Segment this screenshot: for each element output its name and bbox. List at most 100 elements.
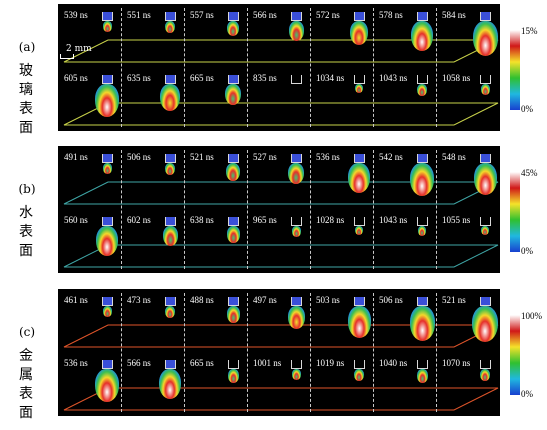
droplet-intensity [227,21,239,36]
frame-divider [121,8,122,127]
caption-char: 表 [19,386,33,402]
droplet-intensity [288,21,304,41]
droplet-intensity [165,306,175,318]
nozzle-icon [102,217,113,226]
frame-divider [247,150,248,269]
colorbar [510,315,520,395]
droplet-intensity [410,163,434,196]
image-panel-1: 539 ns 551 ns 557 ns 566 ns 572 ns 578 ns 584 … [58,4,500,131]
colorbar [510,30,520,110]
frame-time-label: 602 ns [127,215,151,225]
frame-time-label: 835 ns [253,73,277,83]
caption-char: 面 [19,120,33,136]
droplet-intensity [226,163,240,181]
frame-time-label: 542 ns [379,152,403,162]
caption-char: 金 [19,348,33,364]
frame-time-label: 1034 ns [316,73,345,83]
droplet-intensity [102,306,112,317]
caption-char: 表 [19,224,33,240]
droplet-intensity [417,226,427,236]
frame-time-label: 497 ns [253,295,277,305]
droplet-intensity [160,84,180,111]
nozzle-icon [291,297,302,306]
frame-time-label: 572 ns [316,10,340,20]
droplet-intensity [225,84,241,105]
nozzle-icon [291,360,302,369]
frame-time-label: 557 ns [190,10,214,20]
nozzle-icon [102,297,113,306]
droplet-intensity [480,84,490,95]
frame-divider [436,150,437,269]
frame-divider [184,8,185,127]
nozzle-icon [165,217,176,226]
droplet-intensity [291,226,301,237]
colorbar-min-label: 0% [521,104,533,114]
droplet-intensity [291,369,301,380]
frame-time-label: 506 ns [127,152,151,162]
droplet-intensity [348,163,370,193]
nozzle-icon [354,297,365,306]
droplet-intensity [226,306,240,323]
frame-time-label: 638 ns [190,215,214,225]
frame-divider [436,293,437,412]
nozzle-icon [291,154,302,163]
frame-divider [184,293,185,412]
nozzle-icon [417,297,428,306]
nozzle-icon [417,360,428,369]
nozzle-icon [417,217,428,226]
droplet-intensity [473,163,497,195]
panel-label: (c) [18,325,36,339]
nozzle-icon [228,217,239,226]
droplet-intensity [409,306,435,341]
droplet-intensity [411,21,433,51]
frame-divider [247,8,248,127]
colorbar-max-label: 15% [521,26,538,36]
colorbar-min-label: 0% [521,246,533,256]
nozzle-icon [480,154,491,163]
frame-divider [310,150,311,269]
nozzle-icon [228,154,239,163]
droplet-intensity [165,163,175,175]
droplet-intensity [165,21,175,33]
nozzle-icon [102,12,113,21]
surface-planes [63,324,499,411]
frame-time-label: 1058 ns [442,73,471,83]
nozzle-icon [480,12,491,21]
caption-char: 面 [19,405,33,421]
frame-time-label: 521 ns [190,152,214,162]
droplet-intensity [159,369,181,399]
frame-time-label: 1070 ns [442,358,471,368]
frame-time-label: 503 ns [316,295,340,305]
scale-bar-label: 2 mm [66,44,92,54]
nozzle-icon [354,154,365,163]
panel-label: (a) [18,40,36,54]
frame-time-label: 605 ns [64,73,88,83]
droplet-intensity [417,84,427,96]
nozzle-icon [165,75,176,84]
frame-time-label: 965 ns [253,215,277,225]
frame-time-label: 548 ns [442,152,466,162]
nozzle-icon [102,75,113,84]
droplet-intensity [355,226,363,235]
nozzle-icon [354,217,365,226]
nozzle-icon [354,360,365,369]
frame-time-label: 1019 ns [316,358,345,368]
surface-plane-row-2 [63,244,499,268]
image-panel-3: 461 ns 473 ns 488 ns 497 ns 503 ns 506 ns 521 … [58,289,500,416]
frame-time-label: 1055 ns [442,215,471,225]
frame-time-label: 539 ns [64,10,88,20]
nozzle-icon [165,154,176,163]
nozzle-icon [102,360,113,369]
frame-time-label: 551 ns [127,10,151,20]
frame-time-label: 665 ns [190,73,214,83]
nozzle-icon [480,75,491,84]
frame-time-label: 1043 ns [379,215,408,225]
frame-time-label: 1028 ns [316,215,345,225]
caption-char: 玻 [19,63,33,79]
panel-caption: 金属表面 [14,347,38,423]
droplet-intensity [480,369,490,381]
caption-char: 璃 [19,82,33,98]
colorbar [510,172,520,252]
frame-divider [373,8,374,127]
